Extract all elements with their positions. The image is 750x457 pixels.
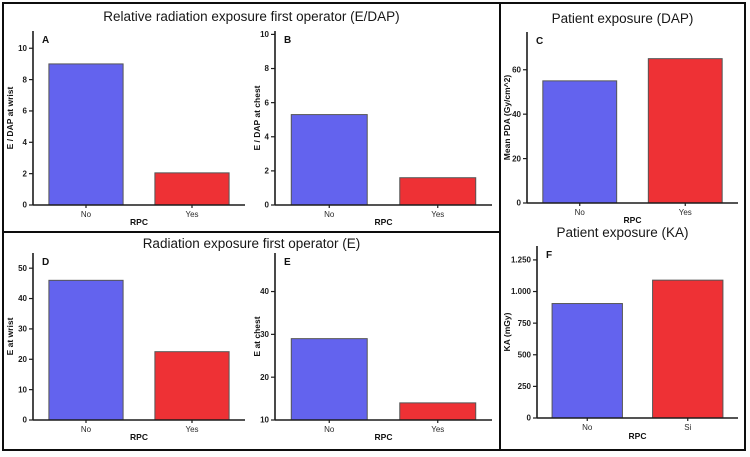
charts-row-top: 0 2 4 6 8 10 No Yes RPC E / DAP at wrist A 0 2 4 6 8 10… <box>4 28 499 228</box>
svg-text:No: No <box>575 208 586 217</box>
svg-text:Mean PDA (Gy/cm^2): Mean PDA (Gy/cm^2) <box>502 75 512 161</box>
svg-text:RPC: RPC <box>130 217 148 227</box>
svg-text:RPC: RPC <box>624 215 642 225</box>
svg-text:RPC: RPC <box>130 432 148 442</box>
svg-text:20: 20 <box>260 373 269 382</box>
svg-text:10: 10 <box>18 44 27 53</box>
svg-text:30: 30 <box>260 330 269 339</box>
svg-text:F: F <box>546 250 552 261</box>
svg-text:B: B <box>284 35 291 46</box>
section-title-ka: Patient exposure (KA) <box>556 225 689 240</box>
svg-text:8: 8 <box>265 64 270 73</box>
svg-text:Si: Si <box>684 423 691 432</box>
svg-text:500: 500 <box>518 350 532 359</box>
chart-panel-a: 0 2 4 6 8 10 No Yes RPC E / DAP at wrist A <box>5 31 245 227</box>
svg-text:A: A <box>42 35 49 46</box>
svg-text:4: 4 <box>265 132 270 141</box>
svg-text:E at wrist: E at wrist <box>5 317 15 355</box>
chart-panel-e: 10 20 30 40 No Yes RPC E at chest E <box>252 253 492 442</box>
svg-text:No: No <box>582 423 593 432</box>
svg-text:1.000: 1.000 <box>511 287 532 296</box>
svg-text:10: 10 <box>260 30 269 39</box>
svg-text:0: 0 <box>23 201 28 210</box>
svg-text:RPC: RPC <box>629 431 647 441</box>
svg-text:20: 20 <box>18 355 27 364</box>
svg-text:No: No <box>324 425 335 434</box>
svg-text:4: 4 <box>23 138 28 147</box>
svg-text:E / DAP at chest: E / DAP at chest <box>252 85 262 150</box>
left-column: Relative radiation exposure first operat… <box>4 4 501 449</box>
svg-text:50: 50 <box>18 264 27 273</box>
svg-text:250: 250 <box>518 382 532 391</box>
svg-text:Yes: Yes <box>185 210 198 219</box>
svg-text:8: 8 <box>23 75 28 84</box>
svg-text:10: 10 <box>260 416 269 425</box>
svg-text:30: 30 <box>18 325 27 334</box>
chart-panel-b: 0 2 4 6 8 10 No Yes RPC E / DAP at chest B <box>252 30 492 227</box>
svg-text:KA (mGy): KA (mGy) <box>502 312 512 351</box>
section-edap: Relative radiation exposure first operat… <box>4 4 499 233</box>
svg-text:750: 750 <box>518 319 532 328</box>
section-e: Radiation exposure first operator (E) 0 1… <box>4 233 499 449</box>
svg-text:1.250: 1.250 <box>511 256 532 265</box>
svg-text:0: 0 <box>23 416 28 425</box>
right-column: Patient exposure (DAP) 0 20 40 60 No Yes RPC Me… <box>501 4 744 449</box>
figure-frame: Relative radiation exposure first operat… <box>2 2 746 451</box>
svg-text:40: 40 <box>512 110 521 119</box>
chart-panel-d: 0 10 20 30 40 50 No Yes RPC E at wrist D <box>5 253 245 442</box>
svg-text:6: 6 <box>265 98 270 107</box>
chart-panel-f: 0 250 500 750 1.000 1.250 No Si RPC KA (mGy) F <box>502 246 738 441</box>
svg-text:2: 2 <box>23 169 28 178</box>
svg-text:Yes: Yes <box>431 425 444 434</box>
svg-text:0: 0 <box>265 201 270 210</box>
svg-text:60: 60 <box>512 65 521 74</box>
section-title-e: Radiation exposure first operator (E) <box>142 236 361 251</box>
svg-text:0: 0 <box>517 199 522 208</box>
svg-text:E at chest: E at chest <box>252 316 262 356</box>
svg-text:0: 0 <box>527 414 532 423</box>
svg-text:No: No <box>81 425 92 434</box>
svg-text:No: No <box>81 210 92 219</box>
svg-text:40: 40 <box>18 294 27 303</box>
svg-text:Yes: Yes <box>679 208 692 217</box>
section-title-edap: Relative radiation exposure first operat… <box>103 9 400 24</box>
charts-row-bottom: 0 10 20 30 40 50 No Yes RPC E at wrist D 10 20 30 40 N… <box>4 249 499 443</box>
svg-text:20: 20 <box>512 154 521 163</box>
svg-text:E: E <box>284 257 291 268</box>
svg-text:D: D <box>42 257 49 268</box>
svg-text:E / DAP at wrist: E / DAP at wrist <box>5 86 15 149</box>
chart-panel-c: 0 20 40 60 No Yes RPC Mean PDA (Gy/cm^2) C <box>502 32 738 225</box>
section-title-dap: Patient exposure (DAP) <box>551 11 694 26</box>
svg-text:Yes: Yes <box>431 210 444 219</box>
svg-text:RPC: RPC <box>375 432 393 442</box>
svg-text:RPC: RPC <box>375 217 393 227</box>
svg-text:6: 6 <box>23 107 28 116</box>
svg-text:2: 2 <box>265 167 270 176</box>
svg-text:10: 10 <box>18 385 27 394</box>
svg-text:40: 40 <box>260 287 269 296</box>
svg-text:No: No <box>324 210 335 219</box>
svg-text:C: C <box>536 36 543 47</box>
svg-text:Yes: Yes <box>185 425 198 434</box>
